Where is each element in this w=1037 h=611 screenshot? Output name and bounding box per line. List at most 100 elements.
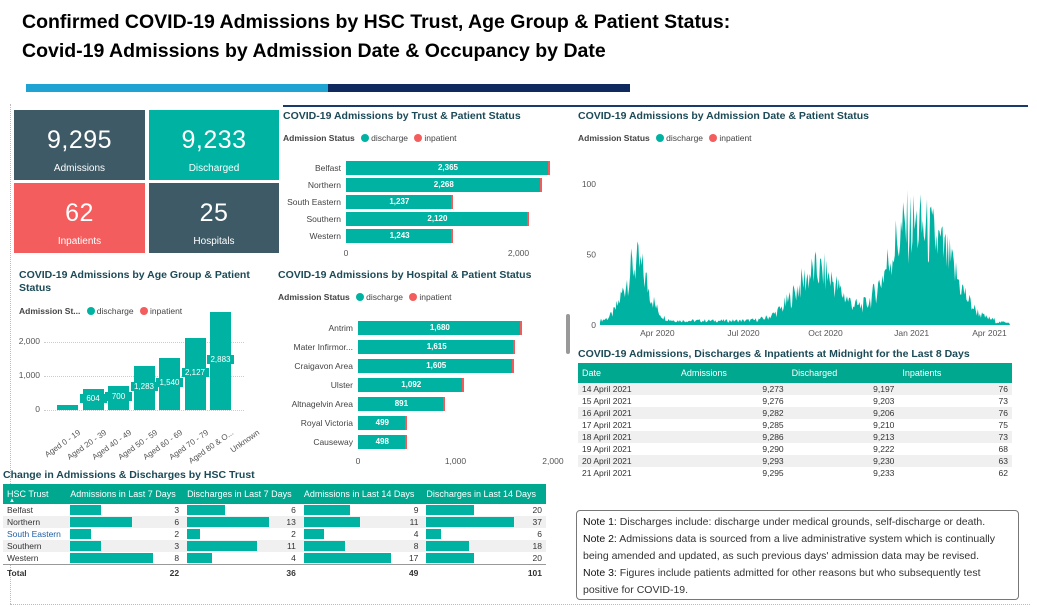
- table-row[interactable]: South Eastern 2 2 4 6: [3, 528, 546, 540]
- table-row[interactable]: 17 April 2021 9,285 9,210 75: [578, 419, 1012, 431]
- legend-inpatient[interactable]: inpatient: [719, 133, 752, 143]
- table-cell: 16 April 2021: [582, 408, 632, 418]
- data-bar: [303, 541, 345, 551]
- table-row[interactable]: 21 April 2021 9,295 9,233 62: [578, 467, 1012, 479]
- legend-discharge[interactable]: discharge: [96, 306, 134, 316]
- table-row[interactable]: 16 April 2021 9,282 9,206 76: [578, 407, 1012, 419]
- bar[interactable]: [358, 416, 407, 430]
- table-cell: 18 April 2021: [582, 432, 632, 442]
- bar[interactable]: [358, 321, 522, 335]
- col-adm-14[interactable]: Admissions in Last 14 Days: [299, 484, 423, 504]
- table-cell: 19 April 2021: [582, 444, 632, 454]
- data-bar: [187, 529, 200, 539]
- bar-category-label: Western: [309, 231, 342, 241]
- x-tick-label: 2,000: [507, 248, 530, 258]
- hospital-chart-scrollbar[interactable]: [566, 314, 570, 354]
- table-row[interactable]: 19 April 2021 9,290 9,222 68: [578, 443, 1012, 455]
- trust-name-cell: Northern: [7, 517, 41, 527]
- discharge-dot-icon: [356, 293, 365, 301]
- data-bar: [187, 541, 257, 551]
- table-row[interactable]: Northern 6 13 11 37: [3, 516, 546, 528]
- cell-value: 6: [537, 529, 542, 539]
- discharge-dot-icon: [656, 134, 665, 142]
- bar[interactable]: [346, 229, 454, 243]
- title-line-1: Confirmed COVID-19 Admissions by HSC Tru…: [22, 11, 731, 33]
- table-cell: 17 April 2021: [582, 420, 632, 430]
- table-cell: 11: [183, 540, 300, 552]
- trust-chart-title: COVID-19 Admissions by Trust & Patient S…: [283, 110, 521, 122]
- table-row[interactable]: Western 8 4 17 20: [3, 552, 546, 565]
- bar[interactable]: [358, 435, 407, 449]
- y-tick-label: 50: [587, 250, 597, 260]
- col-date[interactable]: Date: [578, 363, 677, 383]
- bar-category-label: South Eastern: [287, 197, 341, 207]
- table-row[interactable]: 14 April 2021 9,273 9,197 76: [578, 383, 1012, 395]
- daily-admissions-area: [600, 190, 1010, 325]
- gridline: [44, 410, 244, 412]
- table-row[interactable]: 20 April 2021 9,293 9,230 63: [578, 455, 1012, 467]
- hospital-chart-legend: Admission Status discharge inpatient: [278, 292, 452, 302]
- table-header-row: HSC Trust ▲ Admissions in Last 7 Days Dis…: [3, 484, 546, 504]
- col-admissions[interactable]: Admissions: [676, 363, 788, 383]
- table-row[interactable]: Southern 3 11 8 18: [3, 540, 546, 552]
- inpatients-card[interactable]: 62 Inpatients: [14, 183, 145, 253]
- bar[interactable]: [346, 212, 529, 226]
- bar[interactable]: [358, 359, 515, 373]
- bar[interactable]: [57, 404, 78, 410]
- legend-inpatient[interactable]: inpatient: [150, 306, 183, 316]
- inpatient-dot-icon: [140, 307, 149, 315]
- table-cell: 17: [300, 552, 423, 565]
- y-tick-label: 1,000: [18, 370, 40, 380]
- bar-category-label: Royal Victoria: [300, 418, 353, 428]
- admissions-card[interactable]: 9,295 Admissions: [14, 110, 145, 180]
- table-cell: 4: [183, 552, 300, 565]
- table-cell: 9,213: [873, 432, 895, 442]
- bar[interactable]: [346, 195, 453, 209]
- discharged-card[interactable]: 9,233 Discharged: [149, 110, 279, 180]
- table-row[interactable]: Belfast 3 6 9 20: [3, 504, 546, 516]
- bar-data-label: 498: [375, 437, 389, 446]
- bar-category-label: Antrim: [328, 323, 353, 333]
- table-row[interactable]: 18 April 2021 9,286 9,213 73: [578, 431, 1012, 443]
- x-tick-label: Apr 2020: [640, 328, 675, 338]
- col-dis-14[interactable]: Discharges in Last 14 Days: [422, 484, 546, 504]
- col-adm-7[interactable]: Admissions in Last 7 Days: [66, 484, 184, 504]
- legend-discharge[interactable]: discharge: [666, 133, 704, 143]
- legend-discharge[interactable]: discharge: [366, 292, 404, 302]
- legend-inpatient[interactable]: inpatient: [419, 292, 452, 302]
- col-discharged[interactable]: Discharged: [787, 363, 899, 383]
- table-row[interactable]: 15 April 2021 9,276 9,203 73: [578, 395, 1012, 407]
- bar[interactable]: [346, 178, 542, 192]
- table-cell: 62: [998, 468, 1008, 478]
- data-bar: [187, 517, 270, 527]
- legend-inpatient[interactable]: inpatient: [424, 133, 457, 143]
- inpatient-dot-icon: [409, 293, 418, 301]
- col-dis-7[interactable]: Discharges in Last 7 Days: [183, 484, 300, 504]
- table-cell: 2: [66, 528, 183, 540]
- title-underline-cyan: [26, 84, 328, 92]
- legend-discharge[interactable]: discharge: [371, 133, 409, 143]
- legend-title: Admission Status: [278, 292, 350, 302]
- cell-value: 11: [287, 541, 296, 551]
- hospitals-card[interactable]: 25 Hospitals: [149, 183, 279, 253]
- inpatients-label: Inpatients: [57, 236, 102, 247]
- col-hsc-trust[interactable]: HSC Trust ▲: [3, 484, 67, 504]
- trust-name-cell: South Eastern: [7, 529, 61, 539]
- bar-inpatient-segment: [404, 435, 407, 449]
- data-bar: [426, 541, 470, 551]
- total-cell: 22: [169, 568, 180, 578]
- table-cell: 9,273: [762, 384, 784, 394]
- bar[interactable]: [358, 378, 465, 392]
- bar[interactable]: [358, 397, 445, 411]
- table-cell: 9,203: [873, 396, 895, 406]
- data-bar: [187, 505, 226, 515]
- bar-inpatient-segment: [450, 195, 453, 209]
- bar[interactable]: [358, 340, 516, 354]
- bar-inpatient-segment: [442, 397, 445, 411]
- total-cell: 36: [286, 568, 296, 578]
- change-table-title: Change in Admissions & Discharges by HSC…: [3, 469, 255, 481]
- bar[interactable]: [346, 161, 550, 175]
- cell-value: 6: [291, 505, 296, 515]
- cell-value: 8: [413, 541, 419, 551]
- col-inpatients[interactable]: Inpatients: [898, 363, 1012, 383]
